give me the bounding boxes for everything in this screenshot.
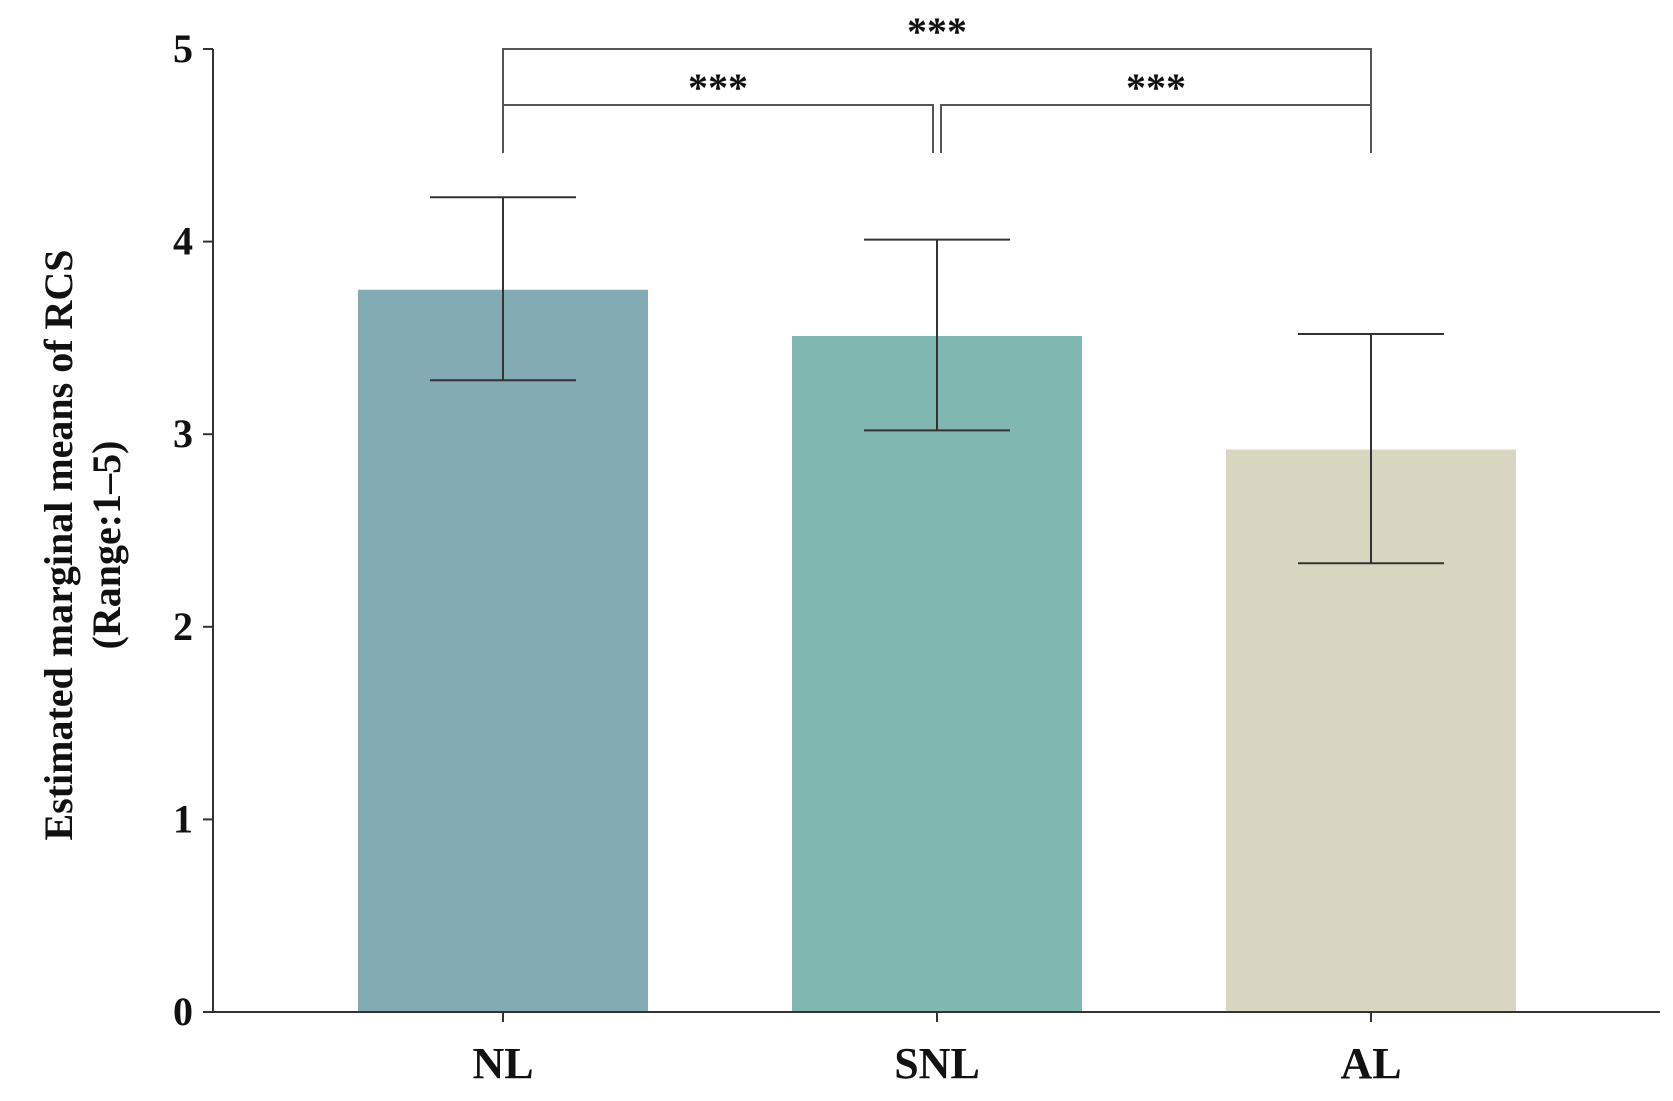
significance-label: *** <box>688 65 748 110</box>
y-tick-label: 0 <box>173 989 193 1034</box>
error-bars-layer <box>430 196 1444 565</box>
y-axis-title-line-2: (Range:1–5) <box>84 441 129 650</box>
axes-layer: 0 1 2 3 4 5 NL SNL AL <box>173 26 1660 1088</box>
bracket-line <box>502 48 1372 153</box>
y-tick-label: 4 <box>173 219 193 264</box>
significance-label: *** <box>907 9 967 54</box>
x-tick-label-nl: NL <box>472 1039 533 1088</box>
error-bar-snl <box>864 238 1010 432</box>
error-bar-al <box>1298 333 1444 565</box>
significance-bracket-nl-snl: *** <box>502 65 934 153</box>
significance-label: *** <box>1126 65 1186 110</box>
y-axis-title: Estimated marginal means of RCS (Range:1… <box>36 249 129 840</box>
significance-bracket-snl-al: *** <box>940 65 1372 153</box>
bracket-line <box>502 104 934 153</box>
y-axis-title-line-1: Estimated marginal means of RCS <box>36 249 81 840</box>
bars-layer <box>358 289 1516 1012</box>
error-bar-nl <box>430 196 576 382</box>
x-tick-label-snl: SNL <box>894 1039 980 1088</box>
significance-bracket-nl-al: *** <box>502 9 1372 153</box>
bar-nl <box>358 289 648 1012</box>
bracket-line <box>940 104 1372 153</box>
y-tick-label: 2 <box>173 604 193 649</box>
y-tick-label: 3 <box>173 411 193 456</box>
bar-snl <box>792 335 1082 1012</box>
y-tick-label: 1 <box>173 796 193 841</box>
significance-layer: *** *** *** <box>502 9 1372 153</box>
y-tick-label: 5 <box>173 26 193 71</box>
x-tick-label-al: AL <box>1340 1039 1401 1088</box>
